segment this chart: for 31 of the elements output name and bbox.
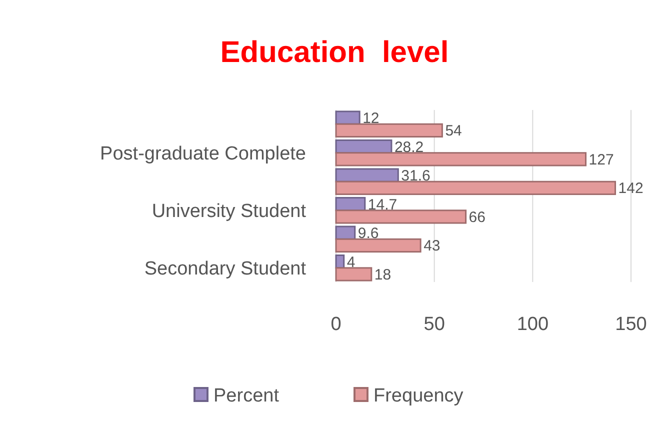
bar — [335, 110, 360, 125]
data-label: 18 — [374, 266, 392, 284]
chart-title: Education level — [220, 36, 449, 69]
bar — [335, 123, 443, 138]
legend-label: Percent — [214, 386, 280, 407]
bar — [335, 267, 372, 282]
data-label: 9.6 — [358, 225, 379, 242]
x-tick-label: 150 — [615, 314, 647, 335]
y-tick-label: Secondary Student — [144, 258, 307, 280]
data-label: 142 — [618, 180, 644, 198]
bar — [335, 152, 587, 166]
bar — [335, 226, 356, 240]
data-label: 4 — [346, 254, 356, 271]
data-label: 43 — [424, 238, 440, 255]
x-tick-label: 100 — [516, 314, 549, 335]
x-tick-label: 50 — [424, 314, 445, 335]
data-label: 31.6 — [401, 168, 430, 185]
bar — [335, 210, 467, 224]
bar — [335, 238, 422, 253]
data-label: 28.2 — [394, 138, 424, 156]
x-tick-label: 0 — [330, 314, 342, 335]
bar — [335, 168, 399, 182]
data-label: 66 — [468, 208, 486, 226]
legend-label: Frequency — [374, 386, 464, 407]
y-tick-label: University Student — [152, 201, 307, 222]
y-tick-label: Post-graduate Complete — [100, 144, 306, 165]
data-label: 54 — [445, 122, 462, 140]
data-label: 127 — [588, 151, 614, 168]
data-label: 14.7 — [368, 196, 398, 214]
data-label: 12 — [362, 110, 380, 128]
bar — [335, 180, 616, 196]
